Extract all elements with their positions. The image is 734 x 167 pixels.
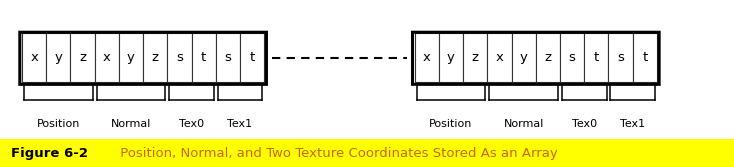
Text: z: z: [472, 51, 479, 64]
Text: Position: Position: [429, 119, 473, 129]
Text: Normal: Normal: [111, 119, 151, 129]
Bar: [143, 33, 167, 82]
Bar: [167, 33, 192, 82]
Text: Tex1: Tex1: [620, 119, 645, 129]
Bar: [192, 33, 216, 82]
Bar: [439, 33, 463, 82]
Text: y: y: [127, 51, 135, 64]
Text: s: s: [569, 51, 575, 64]
Text: Position, Normal, and Two Texture Coordinates Stored As an Array: Position, Normal, and Two Texture Coordi…: [99, 147, 558, 160]
Bar: [0, 139, 734, 167]
Text: Tex0: Tex0: [572, 119, 597, 129]
Text: t: t: [250, 51, 255, 64]
Bar: [512, 33, 536, 82]
Bar: [463, 33, 487, 82]
Bar: [536, 33, 560, 82]
Text: z: z: [79, 51, 86, 64]
Text: x: x: [495, 51, 504, 64]
Bar: [608, 33, 633, 82]
Text: y: y: [520, 51, 528, 64]
Text: z: z: [545, 51, 551, 64]
Text: x: x: [30, 51, 38, 64]
Bar: [119, 33, 143, 82]
Text: s: s: [176, 51, 183, 64]
Bar: [487, 33, 512, 82]
Bar: [560, 33, 584, 82]
Bar: [22, 33, 46, 82]
Text: s: s: [617, 51, 624, 64]
Bar: [46, 33, 70, 82]
Text: Tex1: Tex1: [228, 119, 252, 129]
Text: z: z: [152, 51, 159, 64]
Text: y: y: [54, 51, 62, 64]
Bar: [415, 33, 439, 82]
Text: Position: Position: [37, 119, 80, 129]
Text: s: s: [225, 51, 231, 64]
Bar: [70, 33, 95, 82]
Text: Normal: Normal: [504, 119, 544, 129]
Text: x: x: [103, 51, 111, 64]
Bar: [240, 33, 264, 82]
Text: t: t: [642, 51, 647, 64]
Text: t: t: [201, 51, 206, 64]
Text: Figure 6-2: Figure 6-2: [11, 147, 88, 160]
Text: x: x: [423, 51, 431, 64]
Bar: [95, 33, 119, 82]
Bar: [633, 33, 657, 82]
Bar: [584, 33, 608, 82]
Text: t: t: [594, 51, 599, 64]
Text: Tex0: Tex0: [179, 119, 204, 129]
Bar: [216, 33, 240, 82]
Text: y: y: [447, 51, 455, 64]
